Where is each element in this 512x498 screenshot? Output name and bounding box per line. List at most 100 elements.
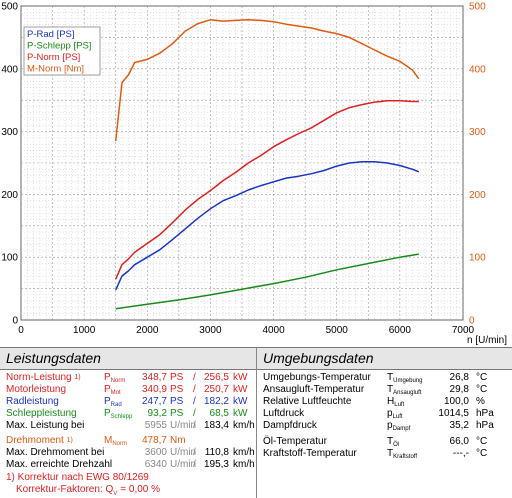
- env-symbol: H Luft: [387, 396, 405, 408]
- legend-entry-2: P-Norm [PS]: [27, 52, 80, 63]
- perf-value-1: 340,9: [141, 384, 167, 395]
- table-divider: [256, 347, 257, 498]
- perf-value-2: 183,4: [203, 420, 229, 431]
- perf-unit-1: PS: [170, 384, 184, 395]
- perf-unit-2: km/h: [233, 459, 255, 470]
- perf-value-2: 68,5: [209, 408, 229, 419]
- x-tick-label: 5000: [326, 325, 349, 336]
- env-symbol: T Kraftstoff: [387, 448, 418, 460]
- env-symbol: T Ansaugluft: [387, 384, 422, 396]
- env-label: Öl-Temperatur: [263, 436, 327, 447]
- series-line-0: [115, 160, 420, 291]
- perf-symbol: P Norm: [104, 372, 126, 384]
- perf-unit-1: PS: [170, 372, 184, 383]
- perf-label: Drehmoment 1): [6, 435, 73, 446]
- perf-unit-2: kW: [233, 396, 248, 407]
- x-tick-label: 7000: [452, 325, 475, 336]
- env-unit: °C: [476, 448, 488, 459]
- env-value: 100,0: [443, 396, 469, 407]
- y-left-tick-label: 300: [1, 127, 18, 138]
- perf-value-1: 6340: [144, 459, 167, 470]
- legend-entry-3: M-Norm [Nm]: [27, 64, 84, 75]
- y-left-tick-label: 200: [1, 190, 18, 201]
- perf-separator: /: [193, 408, 196, 419]
- perf-unit-1: Nm: [170, 435, 186, 446]
- perf-unit-1: U/min: [170, 447, 197, 458]
- env-value: 29,8: [449, 384, 469, 395]
- env-value: 66,0: [449, 436, 469, 447]
- perf-unit-2: km/h: [233, 447, 255, 458]
- perf-unit-1: PS: [170, 408, 184, 419]
- footnote-2: Korrektur-Faktoren: QV = 0,00 %: [16, 484, 161, 497]
- y-right-tick-label: 100: [469, 253, 486, 264]
- x-tick-label: 1000: [73, 325, 96, 336]
- env-label: Luftdruck: [263, 408, 305, 419]
- env-value: 1014,5: [438, 408, 469, 419]
- env-value: 35,2: [449, 420, 469, 431]
- perf-unit-2: km/h: [233, 420, 255, 431]
- right-header: Umgebungsdaten: [257, 347, 512, 370]
- env-unit: %: [476, 396, 485, 407]
- env-unit: hPa: [476, 420, 494, 431]
- env-value: 26,8: [449, 372, 469, 383]
- perf-label: Max. Leistung bei: [6, 420, 85, 431]
- perf-value-1: 478,7: [141, 435, 167, 446]
- perf-separator: /: [193, 447, 196, 458]
- env-label: Relative Luftfeuchte: [263, 396, 352, 407]
- right-title: Umgebungsdaten: [263, 350, 374, 366]
- perf-value-1: 5955: [144, 420, 167, 431]
- perf-unit-2: kW: [233, 384, 248, 395]
- y-left-tick-label: 400: [1, 64, 18, 75]
- perf-symbol: M Norm: [104, 435, 128, 447]
- env-symbol: T Umgebung: [387, 372, 423, 384]
- perf-note: 1): [74, 374, 81, 381]
- perf-note: 1): [66, 437, 73, 444]
- env-label: Dampfdruck: [263, 420, 317, 431]
- perf-label: Schleppleistung: [6, 408, 77, 419]
- perf-label: Radleistung: [6, 396, 59, 407]
- legend-entry-0: P-Rad [PS]: [27, 29, 75, 40]
- perf-value-1: 247,7: [141, 396, 167, 407]
- env-label: Umgebungs-Temperatur: [263, 372, 371, 383]
- y-right-tick-label: 200: [469, 190, 486, 201]
- y-left-tick-label: 100: [1, 253, 18, 264]
- left-header: Leistungsdaten: [0, 347, 256, 370]
- perf-symbol: P Rad: [104, 396, 122, 408]
- perf-symbol: P Mot: [104, 384, 121, 396]
- x-axis-label: n [U/min]: [467, 335, 507, 346]
- perf-value-2: 182,2: [203, 396, 229, 407]
- x-tick-label: 0: [18, 325, 24, 336]
- y-left-tick-label: 500: [1, 2, 18, 13]
- perf-value-2: 110,8: [204, 447, 229, 458]
- env-unit: °C: [476, 436, 488, 447]
- perf-value-2: 250,7: [203, 384, 229, 395]
- perf-separator: /: [193, 420, 196, 431]
- legend-box: [23, 26, 101, 76]
- env-symbol: T Öl: [387, 436, 400, 448]
- perf-label: Max. Drehmoment bei: [6, 447, 105, 458]
- perf-unit-1: U/min: [170, 459, 197, 470]
- perf-unit-2: kW: [233, 408, 248, 419]
- perf-value-2: 195,3: [203, 459, 229, 470]
- env-unit: °C: [476, 384, 488, 395]
- env-unit: °C: [476, 372, 488, 383]
- x-tick-label: 2000: [136, 325, 159, 336]
- y-right-tick-label: 300: [469, 127, 486, 138]
- perf-symbol: P Schlepp: [104, 408, 133, 420]
- perf-unit-1: U/min: [170, 420, 197, 431]
- perf-label: Motorleistung: [6, 384, 67, 395]
- perf-separator: /: [193, 384, 196, 395]
- y-right-tick-label: 0: [469, 316, 475, 327]
- legend-entry-1: P-Schlepp [PS]: [27, 41, 91, 52]
- perf-unit-2: kW: [233, 372, 248, 383]
- env-unit: hPa: [476, 408, 494, 419]
- perf-separator: /: [193, 396, 196, 407]
- perf-label: Norm-Leistung 1): [6, 372, 81, 383]
- data-tables: Leistungsdaten Umgebungsdaten Norm-Leist…: [0, 347, 512, 498]
- x-tick-label: 4000: [262, 325, 285, 336]
- env-label: Kraftstoff-Temperatur: [263, 448, 357, 459]
- env-symbol: p Luft: [387, 408, 403, 420]
- perf-unit-1: PS: [170, 396, 184, 407]
- perf-value-1: 348,7: [141, 372, 167, 383]
- series-line-3: [114, 19, 420, 142]
